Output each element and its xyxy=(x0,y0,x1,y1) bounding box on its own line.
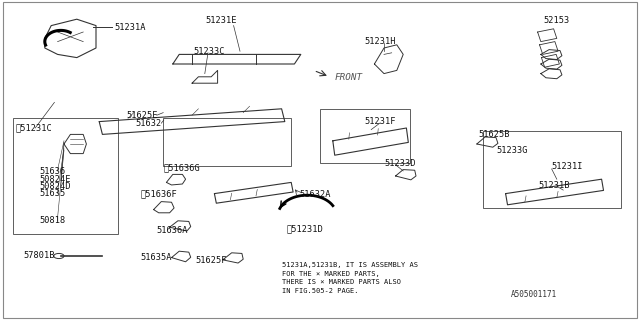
Text: 51231E: 51231E xyxy=(205,16,237,25)
Text: 51233G: 51233G xyxy=(496,146,527,155)
Text: 50824E: 50824E xyxy=(40,175,71,184)
Bar xyxy=(320,109,410,163)
Text: FRONT: FRONT xyxy=(334,73,362,82)
Text: 51231A,51231B, IT IS ASSEMBLY AS
FOR THE × MARKED PARTS,
THERE IS × MARKED PARTS: 51231A,51231B, IT IS ASSEMBLY AS FOR THE… xyxy=(282,262,418,294)
Text: 57801B: 57801B xyxy=(23,252,54,260)
Text: 51231H: 51231H xyxy=(365,37,396,46)
Text: 50818: 50818 xyxy=(40,216,66,225)
Text: ※51636G: ※51636G xyxy=(164,164,200,172)
Bar xyxy=(13,118,118,234)
Text: 51636: 51636 xyxy=(40,167,66,176)
Text: ※51231D: ※51231D xyxy=(287,224,323,233)
Text: A505001171: A505001171 xyxy=(511,290,557,299)
Text: 51625F: 51625F xyxy=(195,256,227,265)
Text: 51625B: 51625B xyxy=(479,130,510,139)
Text: 51625E: 51625E xyxy=(126,111,157,120)
Text: ※51636F: ※51636F xyxy=(141,189,177,198)
Text: 51635A: 51635A xyxy=(141,253,172,262)
Bar xyxy=(163,118,291,166)
Text: 51231F: 51231F xyxy=(365,117,396,126)
Text: 51233C: 51233C xyxy=(193,47,225,56)
Text: 51632A: 51632A xyxy=(300,190,331,199)
Text: 51635: 51635 xyxy=(40,189,66,198)
Text: 51231A: 51231A xyxy=(114,23,145,32)
Text: 51632: 51632 xyxy=(136,119,162,128)
Text: 51233D: 51233D xyxy=(384,159,415,168)
Text: 50824D: 50824D xyxy=(40,182,71,191)
Text: 51231I: 51231I xyxy=(552,162,583,171)
Text: 51636A: 51636A xyxy=(157,226,188,235)
Text: 52153: 52153 xyxy=(543,16,570,25)
Text: 51231B: 51231B xyxy=(539,181,570,190)
Bar xyxy=(483,131,621,208)
Text: ※51231C: ※51231C xyxy=(16,124,52,132)
